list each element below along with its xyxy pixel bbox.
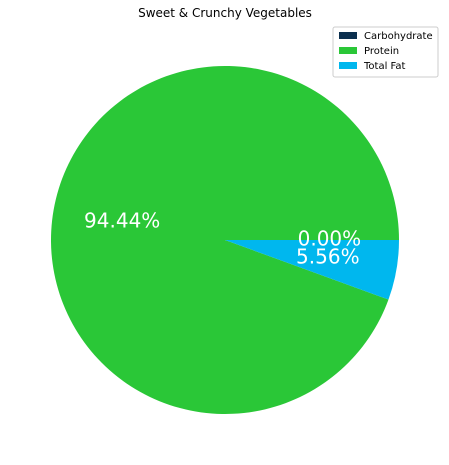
- percentage-labels: 0.00% 94.44% 5.56%: [84, 208, 361, 268]
- legend-label-carbohydrate: Carbohydrate: [364, 31, 433, 42]
- pie-slice-total-fat: [225, 240, 399, 300]
- legend: Carbohydrate Protein Total Fat: [332, 26, 439, 78]
- legend-swatch-protein: [339, 47, 357, 54]
- legend-frame: [332, 26, 439, 78]
- pct-label-carbohydrate: 0.00%: [298, 227, 362, 251]
- pct-label-total-fat: 5.56%: [296, 245, 360, 269]
- chart-title: Sweet & Crunchy Vegetables: [138, 6, 312, 20]
- legend-swatch-total-fat: [339, 62, 357, 69]
- legend-label-protein: Protein: [364, 46, 399, 57]
- pct-label-protein: 94.44%: [84, 208, 160, 232]
- legend-swatch-carbohydrate: [339, 32, 357, 39]
- legend-label-total-fat: Total Fat: [363, 61, 405, 72]
- pie-slices: [50, 66, 399, 414]
